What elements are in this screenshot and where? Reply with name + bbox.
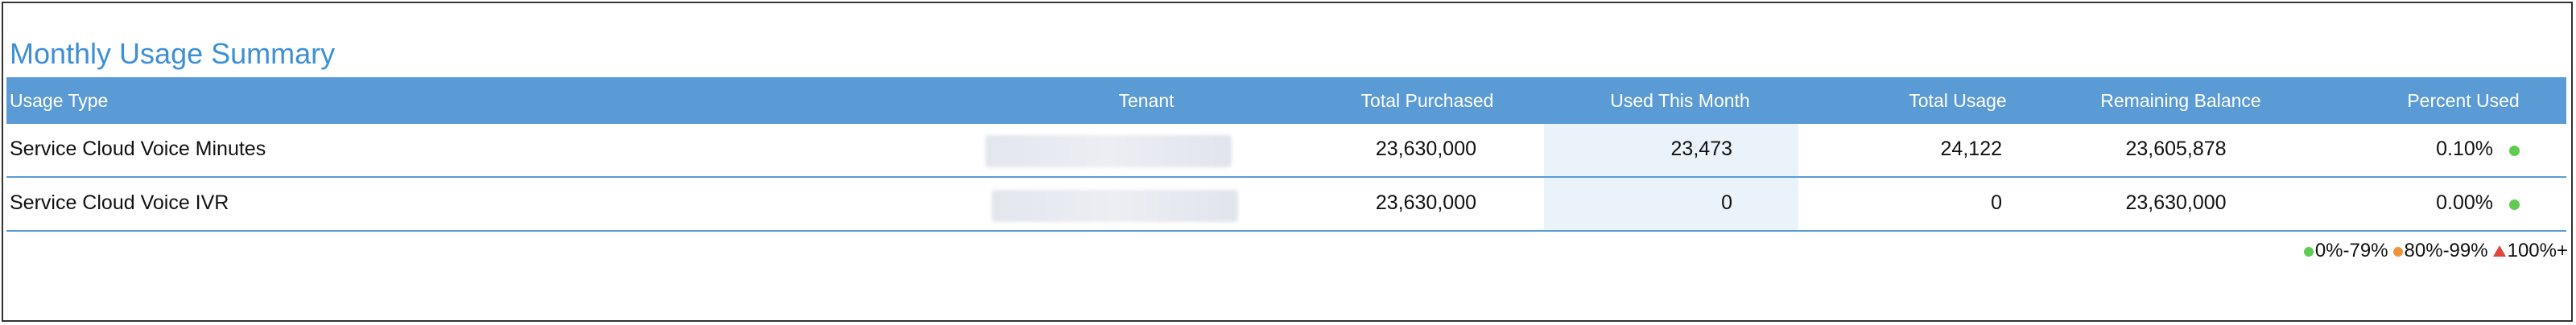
table-cell: 23,605,878 [2125, 138, 2227, 160]
redacted-tenant [992, 190, 1238, 222]
title: Monthly Usage Summary [10, 37, 336, 70]
table-header: Usage Type Tenant Total Purchased Used T… [6, 77, 2566, 124]
table-cell: Service Cloud Voice Minutes [10, 138, 266, 160]
header-cell: Used This Month [1610, 90, 1750, 111]
legend-label: 80%-99% [2404, 240, 2488, 261]
legend-label: 0%-79% [2314, 240, 2388, 261]
status-dot [2509, 200, 2520, 210]
table-cell: Service Cloud Voice IVR [10, 191, 229, 214]
header-cell: Total Purchased [1360, 90, 1494, 111]
status-dot [2509, 146, 2520, 156]
legend-item: 80%-99% [2392, 240, 2488, 262]
table-cell: 23,630,000 [1375, 138, 1476, 160]
legend-label: 100%+ [2507, 240, 2568, 261]
table-cell: 23,630,000 [1375, 191, 1476, 214]
row-divider [6, 230, 2566, 232]
table-cell: 23,630,000 [2125, 191, 2227, 214]
redacted-tenant [985, 135, 1232, 167]
legend-item: 0%-79% [2303, 240, 2388, 262]
header-cell: Usage Type [10, 90, 109, 111]
table-cell: 0.00% [2436, 191, 2493, 214]
table-cell: 0 [1721, 191, 1732, 214]
header-cell: Total Usage [1909, 90, 2007, 111]
legend-item: 100%+ [2492, 240, 2568, 262]
header-cell: Remaining Balance [2100, 90, 2261, 111]
table-cell: 23,473 [1670, 138, 1732, 160]
header-cell: Tenant [1118, 90, 1174, 111]
table-cell: 0.10% [2436, 138, 2493, 160]
column-highlight [1544, 124, 1798, 232]
header-cell: Percent Used [2407, 90, 2520, 111]
table-cell: 0 [1991, 191, 2002, 214]
row-divider [6, 176, 2566, 178]
table-cell: 24,122 [1940, 138, 2002, 160]
legend: 0%-79% 80%-99% 100%+ [2303, 240, 2568, 262]
